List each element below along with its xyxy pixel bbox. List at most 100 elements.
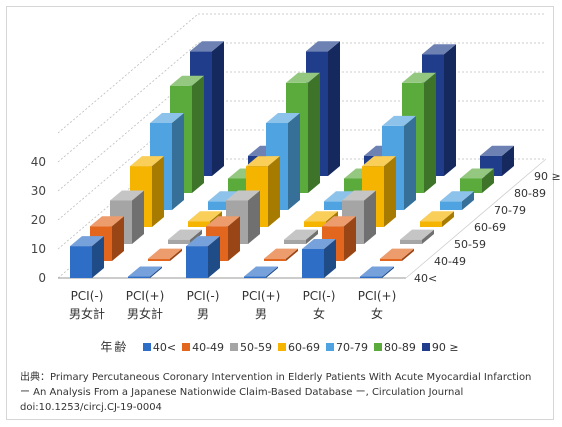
legend-label: 90 ≥ [431,341,459,354]
source-citation: 出典：Primary Percutaneous Coronary Interve… [20,370,550,415]
bar-top [400,229,434,240]
legend-swatch [142,343,151,351]
legend-item: 70-79 [325,341,368,354]
bar-side [170,248,182,261]
bar-side [402,248,414,261]
bar-front [188,221,210,227]
bar-top [284,229,318,240]
bar-top [360,266,394,277]
bar-70-79-5 [440,191,474,210]
bar-top [244,266,278,277]
bar-front [304,221,326,227]
bar-top [440,191,474,202]
legend-label: 70-79 [335,341,368,354]
bar-front [208,201,230,210]
bar-top [306,41,340,52]
bar-front [128,276,150,278]
bar-side [92,236,104,278]
bar-side [228,216,240,261]
depth-label: 70-79 [494,204,526,217]
bar-40<-5 [360,266,394,278]
bar-front [324,201,346,210]
bar-top [304,211,338,222]
bar-side [482,168,494,193]
depth-axis-labels: 40< 40-49 50-59 60-69 70-79 80-89 90 ≥ [414,170,561,285]
legend-label: 40-49 [192,341,225,354]
legend-swatch [230,343,239,351]
bar-front [244,276,266,278]
bar-top [130,156,164,167]
y-tick-label: 40 [31,155,46,169]
y-tick-label: 0 [38,271,46,285]
category-label: PCI(+) [242,289,281,303]
bar-90 ≥-5 [480,145,514,176]
bar-40<-2 [186,236,220,278]
legend-title: 年齢 [100,340,129,354]
bar-side [288,113,300,210]
category-label: 男 [197,307,209,321]
bar-side [502,145,514,176]
depth-label: 90 ≥ [534,170,561,183]
bar-top [402,72,436,83]
bar-side [150,266,162,278]
category-label: 男 [255,307,267,321]
bar-front [264,258,286,261]
bar-front [302,249,324,278]
source-line-2: ー An Analysis From a Japanese Nationwide… [20,387,464,398]
depth-label: 60-69 [474,221,506,234]
bar-60-69-5 [420,211,454,227]
bar-front [228,178,250,193]
bar-side [382,266,394,278]
bar-top [208,191,242,202]
bar-side [422,229,434,244]
category-label: 女 [371,306,383,321]
bar-top [168,229,202,240]
bar-40<-0 [70,236,104,278]
bar-top [322,216,356,227]
y-tick-label: 30 [31,184,46,198]
bar-top [342,190,376,201]
bar-80-89-5 [460,168,494,193]
legend-item: 50-59 [230,341,272,354]
bar-top [150,113,184,123]
bar-top [480,145,514,156]
category-label: PCI(-) [303,289,336,303]
bar-side [208,236,220,278]
bar-40-49-1 [148,248,182,261]
bar-side [192,75,204,193]
y-tick-label: 10 [31,242,46,256]
bar-top [226,190,260,201]
bar-front [284,239,306,244]
legend: 年齢 40< 40-49 50-59 60-69 70-79 80-89 90 ≥ [0,338,562,355]
bar-top [264,248,298,259]
legend-item: 90 ≥ [421,341,459,354]
bar-top [246,156,280,167]
bar-side [306,229,318,244]
bar-side [248,190,260,244]
bar-side [172,113,184,210]
bar-side [132,190,144,244]
bar-side [328,41,340,176]
bar-top [148,248,182,259]
bar-side [364,190,376,244]
bar-side [384,156,396,227]
bar-side [286,248,298,261]
gridline-left [57,42,199,163]
bar-top [422,44,456,55]
bar-top [186,236,220,247]
bar-top [382,115,416,126]
bar-front [70,246,92,278]
bar-front [380,258,402,261]
bar-top [128,266,162,277]
bar-top [170,75,204,86]
bar-side [462,191,474,210]
bar-front [420,221,442,227]
category-label: PCI(-) [71,289,104,303]
category-label: 女 [313,306,325,321]
legend-label: 60-69 [288,341,320,354]
bar-side [324,239,336,278]
bar-front [360,276,382,278]
bar-top [460,168,494,179]
depth-label: 40-49 [434,255,466,268]
bar-side [268,156,280,227]
